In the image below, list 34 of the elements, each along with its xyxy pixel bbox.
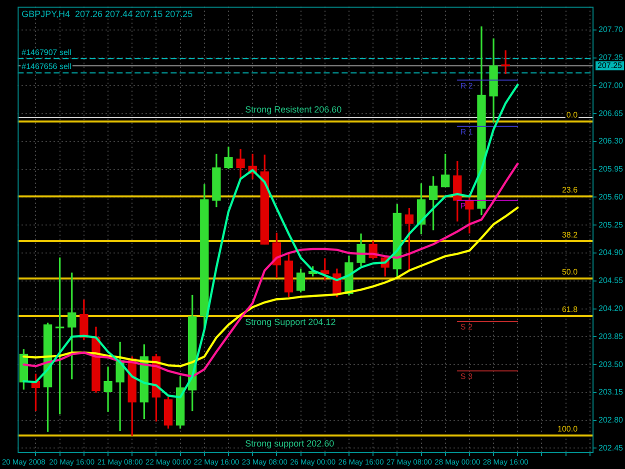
ref-line-label: #1467656 sell bbox=[22, 62, 72, 72]
y-tick-label: 207.70 bbox=[598, 25, 624, 34]
annotation: Strong support 202.60 bbox=[245, 438, 334, 448]
chart-title: GBPJPY,H4 207.26 207.44 207.15 207.25 bbox=[22, 8, 193, 19]
y-tick-label: 203.85 bbox=[598, 332, 624, 341]
annotation: 0.0 bbox=[566, 110, 578, 120]
annotation: Strong Support 204.12 bbox=[245, 317, 336, 328]
y-tick-label: 206.65 bbox=[598, 108, 624, 118]
y-tick-label: 207.35 bbox=[598, 52, 624, 62]
y-tick-label: 204.20 bbox=[598, 304, 624, 313]
y-tick-label: 205.95 bbox=[598, 164, 624, 174]
candlestick bbox=[104, 366, 112, 412]
ref-line-label: 207.25 bbox=[598, 60, 623, 70]
annotation: Strong Resistent 206.60 bbox=[245, 104, 342, 115]
series-label: S 2 bbox=[460, 322, 473, 332]
series-label: S 3 bbox=[460, 372, 473, 382]
series-label: R 2 bbox=[460, 81, 474, 90]
y-tick-label: 203.15 bbox=[598, 388, 624, 397]
annotation: 50.0 bbox=[562, 268, 578, 277]
annotation: 38.2 bbox=[562, 230, 578, 240]
y-tick-label: 203.50 bbox=[598, 360, 624, 369]
annotation: 61.8 bbox=[562, 305, 578, 314]
y-tick-label: 205.25 bbox=[598, 220, 624, 230]
ref-line-label: #1467907 sell bbox=[22, 48, 72, 57]
annotation: 100.0 bbox=[558, 424, 578, 434]
y-tick-label: 207.00 bbox=[598, 80, 624, 90]
y-tick-label: 206.30 bbox=[598, 136, 624, 146]
series-label: R 1 bbox=[460, 128, 474, 137]
y-tick-label: 202.80 bbox=[598, 416, 624, 425]
annotation: 23.6 bbox=[562, 186, 578, 195]
y-tick-label: 205.60 bbox=[598, 192, 624, 202]
y-tick-label: 202.45 bbox=[598, 443, 624, 452]
y-tick-label: 204.90 bbox=[598, 248, 624, 258]
y-tick-label: 204.55 bbox=[598, 276, 624, 286]
